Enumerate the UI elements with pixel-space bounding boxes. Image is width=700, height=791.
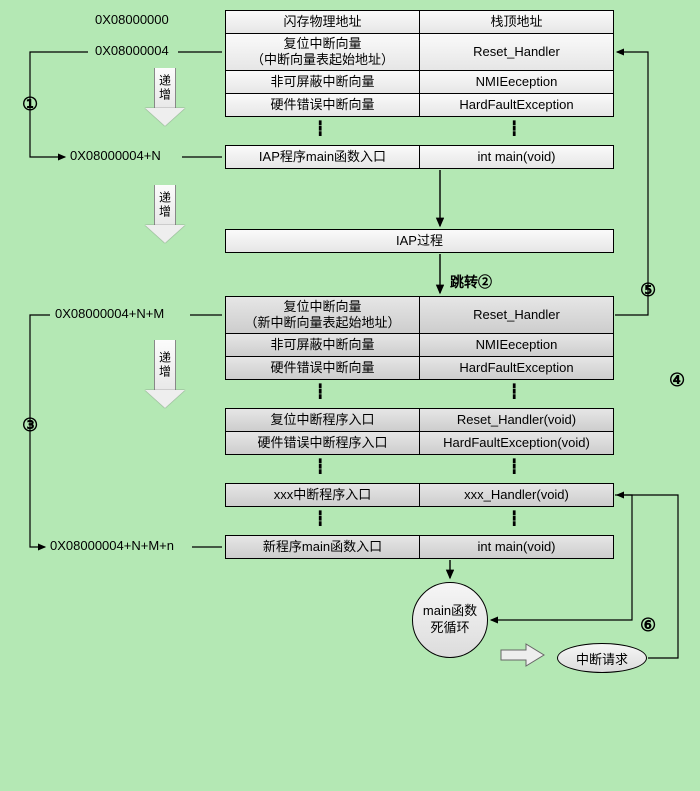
- cell: IAP过程: [225, 229, 614, 253]
- cell: Reset_Handler(void): [419, 408, 614, 432]
- circ-5: ⑤: [640, 280, 656, 301]
- addr-3: 0X08000004+N+M: [55, 306, 164, 321]
- jump-label: 跳转②: [450, 272, 492, 292]
- row-nmi: 非可屏蔽中断向量 NMIEeception: [225, 70, 614, 94]
- cell: 闪存物理地址: [225, 10, 420, 34]
- vdots: ┇: [316, 383, 325, 400]
- circ-1: ①: [22, 94, 38, 115]
- arrow-label: 递增: [154, 68, 176, 108]
- arrow-label: 递增: [154, 340, 176, 390]
- cell: 栈顶地址: [419, 10, 614, 34]
- row-new-nmi: 非可屏蔽中断向量 NMIEeception: [225, 333, 614, 357]
- row-new-main: 新程序main函数入口 int main(void): [225, 535, 614, 559]
- addr-1: 0X08000004: [95, 43, 169, 58]
- cell: 复位中断向量 （新中断向量表起始地址）: [225, 296, 420, 334]
- row-hardfault: 硬件错误中断向量 HardFaultException: [225, 93, 614, 117]
- circ-6: ⑥: [640, 615, 656, 636]
- hollow-arrow-icon: [498, 640, 548, 670]
- row-hf-entry: 硬件错误中断程序入口 HardFaultException(void): [225, 431, 614, 455]
- cell: HardFaultException(void): [419, 431, 614, 455]
- cell: 新程序main函数入口: [225, 535, 420, 559]
- vdots: ┇: [316, 120, 325, 137]
- cell: xxx中断程序入口: [225, 483, 420, 507]
- vdots: ┇: [316, 458, 325, 475]
- cell: 硬件错误中断向量: [225, 93, 420, 117]
- cell: 非可屏蔽中断向量: [225, 70, 420, 94]
- cell: IAP程序main函数入口: [225, 145, 420, 169]
- row-new-reset-vec: 复位中断向量 （新中断向量表起始地址） Reset_Handler: [225, 296, 614, 334]
- vdots: ┇: [316, 510, 325, 527]
- addr-4: 0X08000004+N+M+n: [50, 538, 174, 553]
- vdots: ┇: [510, 120, 519, 137]
- row-iap-process: IAP过程: [225, 229, 614, 253]
- cell: NMIEeception: [419, 333, 614, 357]
- row-new-hardfault: 硬件错误中断向量 HardFaultException: [225, 356, 614, 380]
- addr-0: 0X08000000: [95, 12, 169, 27]
- cell: 非可屏蔽中断向量: [225, 333, 420, 357]
- row-iap-main: IAP程序main函数入口 int main(void): [225, 145, 614, 169]
- cell: 复位中断向量 （中断向量表起始地址）: [225, 33, 420, 71]
- cell: int main(void): [419, 145, 614, 169]
- arrow-increase-1: 递增: [145, 68, 185, 126]
- vdots: ┇: [510, 458, 519, 475]
- row-reset-vec: 复位中断向量 （中断向量表起始地址） Reset_Handler: [225, 33, 614, 71]
- cell: NMIEeception: [419, 70, 614, 94]
- intreq-oval: 中断请求: [557, 643, 647, 673]
- cell: 复位中断程序入口: [225, 408, 420, 432]
- row-flash-header: 闪存物理地址 栈顶地址: [225, 10, 614, 34]
- diagram-canvas: 闪存物理地址 栈顶地址 复位中断向量 （中断向量表起始地址） Reset_Han…: [0, 0, 700, 791]
- cell: Reset_Handler: [419, 33, 614, 71]
- vdots: ┇: [510, 510, 519, 527]
- row-reset-entry: 复位中断程序入口 Reset_Handler(void): [225, 408, 614, 432]
- arrow-increase-2: 递增: [145, 185, 185, 243]
- vdots: ┇: [510, 383, 519, 400]
- mainloop-circle: main函数 死循环: [412, 582, 488, 658]
- cell: Reset_Handler: [419, 296, 614, 334]
- cell: 硬件错误中断程序入口: [225, 431, 420, 455]
- cell: HardFaultException: [419, 356, 614, 380]
- circ-3: ③: [22, 415, 38, 436]
- cell: xxx_Handler(void): [419, 483, 614, 507]
- circ-4: ④: [669, 370, 685, 391]
- cell: HardFaultException: [419, 93, 614, 117]
- arrow-label: 递增: [154, 185, 176, 225]
- cell: 硬件错误中断向量: [225, 356, 420, 380]
- cell: int main(void): [419, 535, 614, 559]
- arrow-increase-3: 递增: [145, 340, 185, 408]
- row-xxx-entry: xxx中断程序入口 xxx_Handler(void): [225, 483, 614, 507]
- addr-2: 0X08000004+N: [70, 148, 161, 163]
